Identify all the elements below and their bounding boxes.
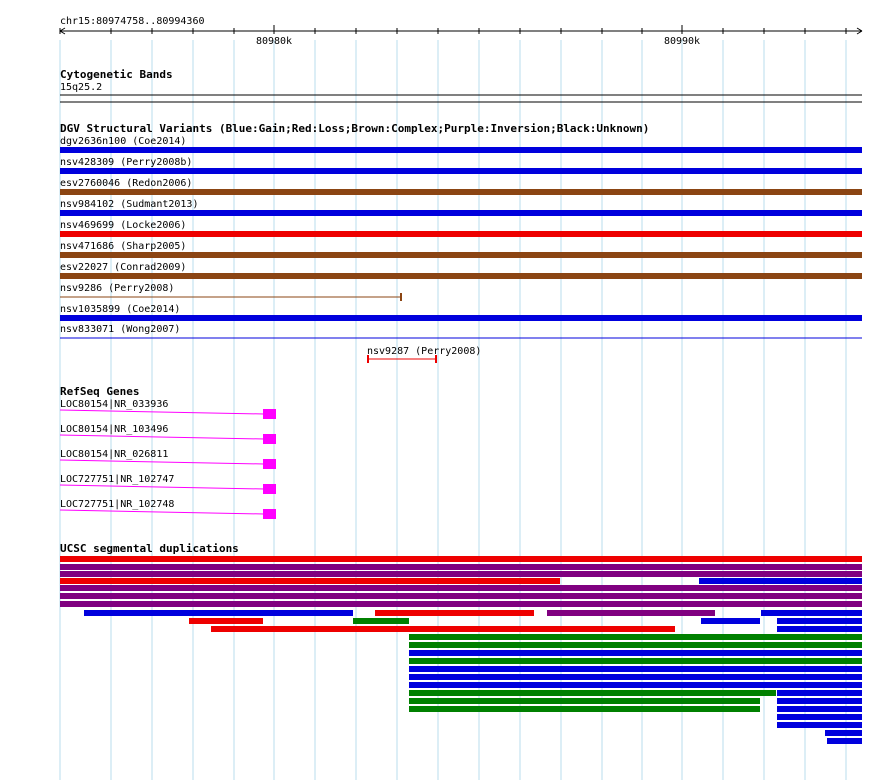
tick-label-80980k: 80980k <box>256 36 292 47</box>
segdup-bar[interactable] <box>60 601 862 607</box>
segdup-bar[interactable] <box>409 698 760 704</box>
segdup-bar[interactable] <box>701 618 760 624</box>
gene-label: LOC80154|NR_026811 <box>60 449 168 460</box>
variant-bar[interactable] <box>60 168 862 174</box>
variant-label: esv22027 (Conrad2009) <box>60 262 186 273</box>
variant-bar[interactable] <box>60 252 862 258</box>
track-title-segdups: UCSC segmental duplications <box>60 542 239 555</box>
segdup-bar[interactable] <box>409 706 760 712</box>
dgv-track[interactable]: DGV Structural Variants (Blue:Gain;Red:L… <box>60 122 862 363</box>
segdup-bar[interactable] <box>409 666 862 672</box>
gene-intron-line <box>59 409 265 415</box>
variant-bar[interactable] <box>60 231 862 237</box>
segdup-bars <box>60 556 862 744</box>
ruler[interactable]: chr15:80974758..80994360 80980k 80990k <box>59 16 863 47</box>
variant-line-nsv9287[interactable] <box>367 355 437 363</box>
variant-bar[interactable] <box>60 189 862 195</box>
segdup-bar[interactable] <box>60 564 862 570</box>
segdup-bar[interactable] <box>409 674 862 680</box>
ruler-arrow-right-icon <box>856 27 863 35</box>
band-label: 15q25.2 <box>60 82 102 93</box>
segdup-bar[interactable] <box>409 690 776 696</box>
segdup-bar[interactable] <box>60 571 862 577</box>
ruler-arrow-left-icon <box>59 27 66 35</box>
gene-exon[interactable] <box>263 434 276 444</box>
segdup-bar[interactable] <box>825 730 862 736</box>
variant-label: nsv9286 (Perry2008) <box>60 283 174 294</box>
tick-label-80990k: 80990k <box>664 36 700 47</box>
variant-bar[interactable] <box>60 147 862 153</box>
region-label: chr15:80974758..80994360 <box>60 16 205 27</box>
gene-exon[interactable] <box>263 459 276 469</box>
segdup-bar[interactable] <box>189 618 263 624</box>
variant-label: dgv2636n100 (Coe2014) <box>60 136 186 147</box>
gene-intron-line <box>59 434 265 440</box>
gene-exon[interactable] <box>263 484 276 494</box>
variant-label: nsv984102 (Sudmant2013) <box>60 199 198 210</box>
refseq-genes-track[interactable]: RefSeq Genes LOC80154|NR_033936 LOC80154… <box>59 385 276 519</box>
segdup-bar[interactable] <box>84 610 353 616</box>
gene-intron-line <box>59 484 265 490</box>
segdup-bar[interactable] <box>547 610 715 616</box>
segdup-bar[interactable] <box>777 722 862 728</box>
segdup-bar[interactable] <box>211 626 675 632</box>
segdup-bar[interactable] <box>60 593 862 599</box>
variant-bar[interactable] <box>60 273 862 279</box>
segdup-bar[interactable] <box>353 618 409 624</box>
variant-label: nsv833071 (Wong2007) <box>60 324 180 335</box>
segdup-bar[interactable] <box>827 738 862 744</box>
segdup-bar[interactable] <box>777 714 862 720</box>
variant-label: nsv471686 (Sharp2005) <box>60 241 186 252</box>
segdup-bar[interactable] <box>60 556 862 562</box>
segdup-bar[interactable] <box>699 578 862 584</box>
variant-bar[interactable] <box>60 210 862 216</box>
gene-label: LOC80154|NR_103496 <box>60 424 168 435</box>
segdup-bar[interactable] <box>60 578 560 584</box>
variant-line-nsv9286[interactable] <box>60 293 402 301</box>
ruler-minor-ticks <box>59 25 847 34</box>
segdup-bar[interactable] <box>409 658 862 664</box>
segdup-bar[interactable] <box>409 650 862 656</box>
gene-label: LOC727751|NR_102748 <box>60 499 174 510</box>
track-title-refseq: RefSeq Genes <box>60 385 139 398</box>
gene-exon[interactable] <box>263 509 276 519</box>
gene-intron-line <box>59 509 265 515</box>
gene-exon[interactable] <box>263 409 276 419</box>
variant-label: nsv428309 (Perry2008b) <box>60 157 192 168</box>
segdup-bar[interactable] <box>409 642 862 648</box>
segdup-bar[interactable] <box>409 634 862 640</box>
segdup-bar[interactable] <box>777 698 862 704</box>
variant-label: esv2760046 (Redon2006) <box>60 178 192 189</box>
segdup-bar[interactable] <box>761 610 862 616</box>
segmental-duplications-track[interactable]: UCSC segmental duplications <box>60 542 862 744</box>
gene-label: LOC80154|NR_033936 <box>60 399 168 410</box>
variant-label: nsv469699 (Locke2006) <box>60 220 186 231</box>
segdup-bar[interactable] <box>60 585 862 591</box>
cytogenetic-bands-track[interactable]: Cytogenetic Bands 15q25.2 <box>60 68 862 103</box>
segdup-bar[interactable] <box>777 618 862 624</box>
segdup-bar[interactable] <box>409 682 862 688</box>
segdup-bar[interactable] <box>777 690 862 696</box>
gene-label: LOC727751|NR_102747 <box>60 474 174 485</box>
variant-label: nsv1035899 (Coe2014) <box>60 304 180 315</box>
track-title-dgv: DGV Structural Variants (Blue:Gain;Red:L… <box>60 122 649 135</box>
segdup-bar[interactable] <box>777 706 862 712</box>
gene-intron-line <box>59 459 265 465</box>
grid-lines <box>59 40 847 780</box>
segdup-bar[interactable] <box>375 610 534 616</box>
segdup-bar[interactable] <box>777 626 862 632</box>
track-title-cytogenetic: Cytogenetic Bands <box>60 68 173 81</box>
variant-bar[interactable] <box>60 315 862 321</box>
variant-label: nsv9287 (Perry2008) <box>367 346 481 357</box>
